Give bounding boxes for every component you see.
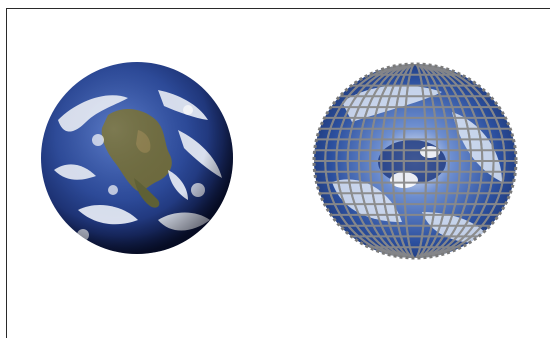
earth-globe-image <box>38 60 236 256</box>
cloud <box>332 179 402 222</box>
cloud <box>422 212 492 243</box>
earth-globe-svg <box>41 62 233 254</box>
top-border <box>6 8 550 9</box>
mesh-globe-image <box>312 62 518 260</box>
cloud <box>420 146 440 158</box>
mesh-rim <box>312 62 518 260</box>
mesh-globe-svg <box>312 62 518 260</box>
cloud <box>204 226 212 234</box>
left-border <box>6 8 7 338</box>
globe-shading <box>41 62 233 254</box>
